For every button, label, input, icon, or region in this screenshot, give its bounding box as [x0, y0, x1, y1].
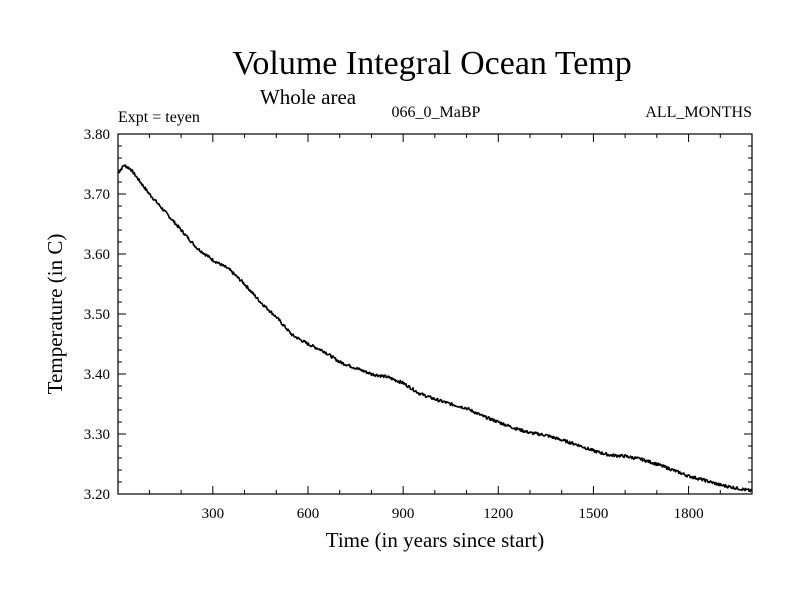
y-tick-label: 3.70 [84, 187, 110, 203]
chart-subtitle: Whole area [260, 85, 357, 109]
y-tick-label: 3.40 [84, 367, 110, 383]
x-tick-label: 1800 [674, 506, 704, 522]
x-tick-label: 300 [202, 506, 225, 522]
months-label: ALL_MONTHS [645, 104, 752, 121]
experiment-label: Expt = teyen [118, 109, 200, 126]
y-tick-label: 3.30 [84, 427, 110, 443]
y-axis-label: Temperature (in C) [43, 234, 67, 395]
series-layer [117, 164, 753, 493]
x-tick-label: 1200 [483, 506, 513, 522]
y-tick-label: 3.80 [84, 127, 110, 143]
chart-title: Volume Integral Ocean Temp [232, 45, 632, 82]
run-label: 066_0_MaBP [392, 104, 481, 121]
plot-frame [117, 133, 753, 495]
y-tick-label: 3.60 [84, 247, 110, 263]
x-axis-ticks: 300 600 900 1200 1500 1800 [148, 134, 721, 522]
x-axis-label: Time (in years since start) [326, 528, 545, 552]
y-tick-label: 3.50 [84, 307, 110, 323]
y-tick-label: 3.20 [84, 487, 110, 503]
series-line-teyen [117, 164, 753, 493]
x-tick-label: 1500 [578, 506, 608, 522]
y-axis-ticks: 3.20 3.30 3.40 3.50 3.60 3.70 3.80 [84, 127, 752, 503]
x-tick-label: 600 [297, 506, 320, 522]
x-tick-label: 900 [392, 506, 415, 522]
